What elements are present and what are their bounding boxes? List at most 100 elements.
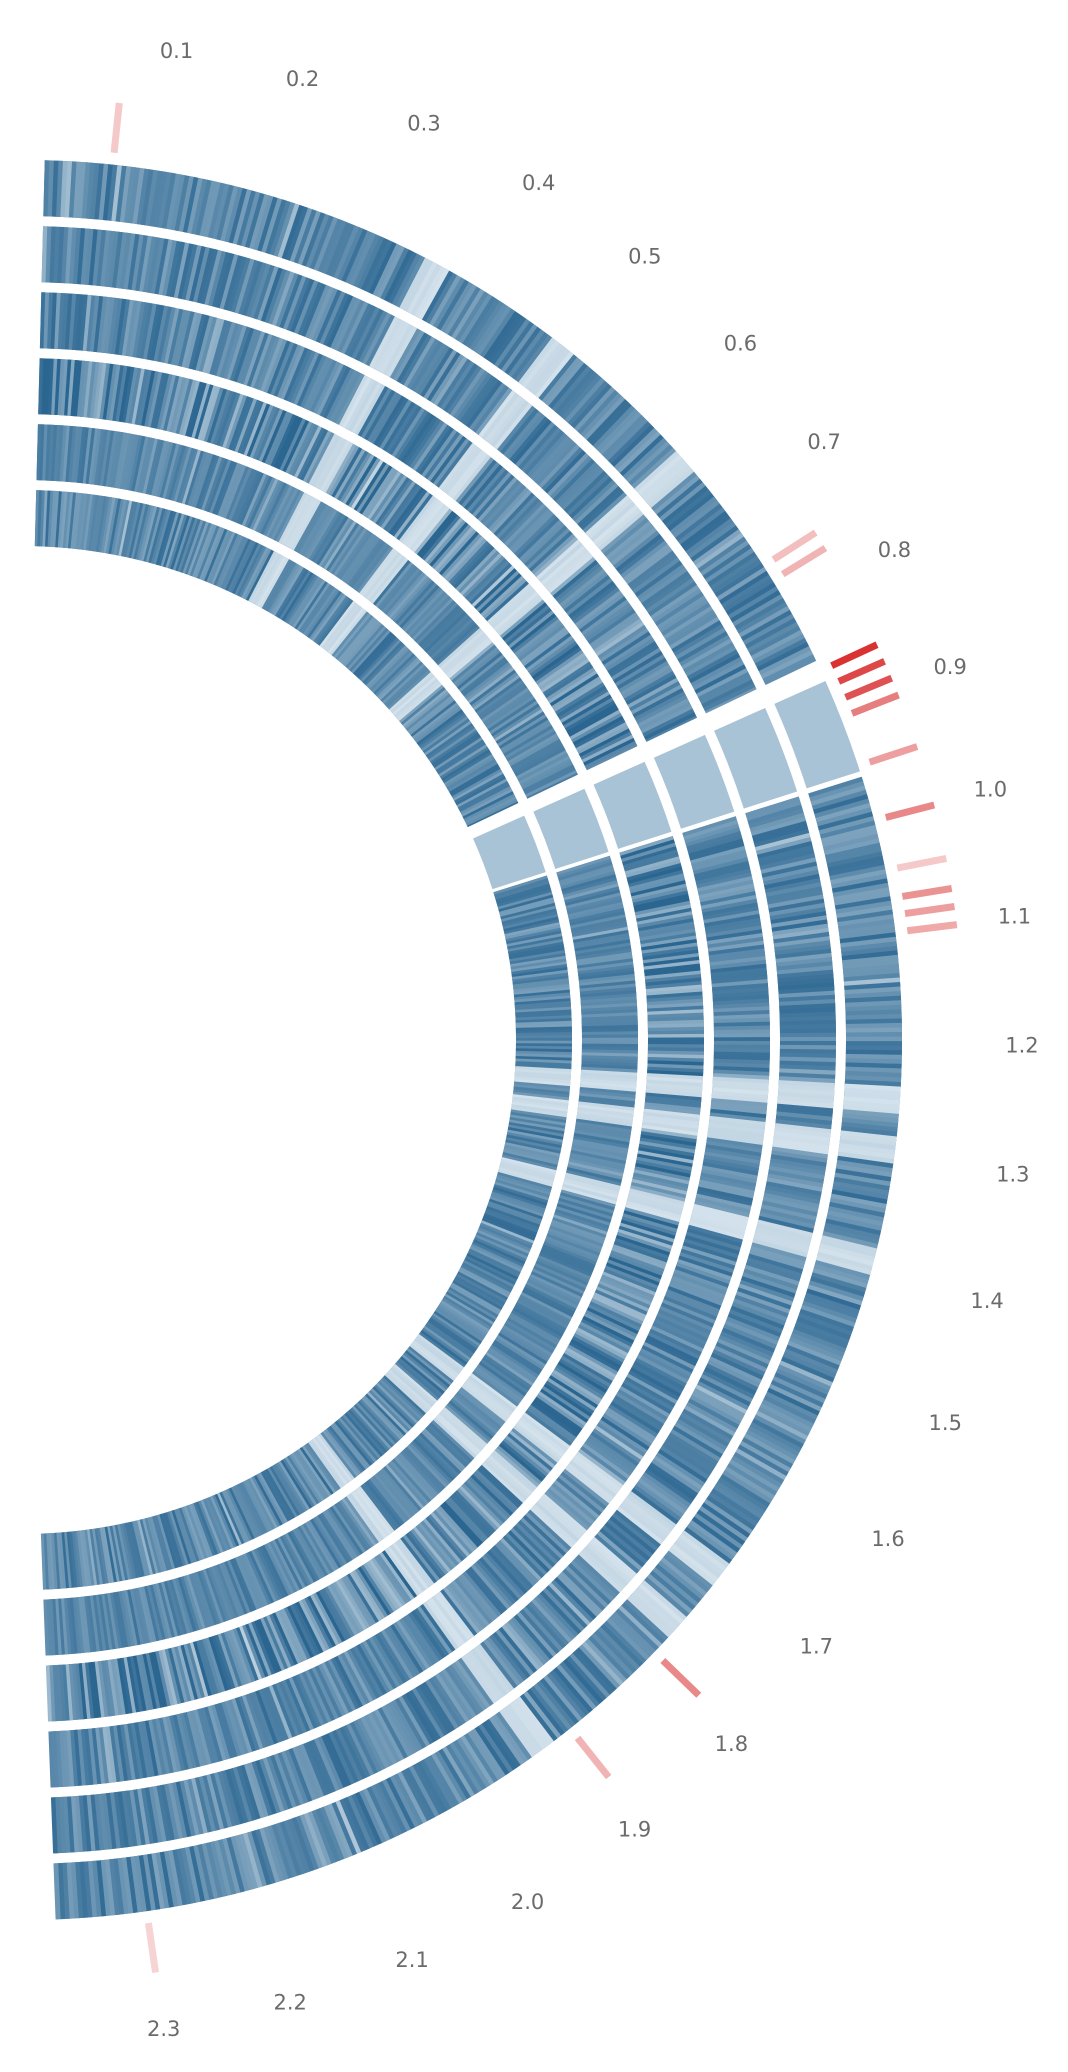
- track-stripe: [585, 1310, 638, 1338]
- track-stripe: [596, 1286, 649, 1313]
- track-stripe: [251, 1476, 281, 1528]
- track-stripe: [114, 298, 127, 355]
- track-stripe: [583, 1545, 629, 1587]
- track-stripe: [629, 876, 686, 894]
- track-stripe: [255, 1473, 286, 1525]
- track-stripe: [511, 1104, 568, 1115]
- track-stripe: [537, 1255, 591, 1280]
- track-stripe: [83, 361, 93, 418]
- track-stripe: [469, 563, 513, 605]
- track-stripe: [360, 1564, 394, 1614]
- track-stripe: [519, 1609, 560, 1655]
- track-stripe: [211, 531, 236, 585]
- track-stripe: [513, 986, 570, 996]
- track-stripe: [140, 1787, 155, 1844]
- track-stripe: [774, 1123, 832, 1134]
- track-stripe: [240, 400, 264, 455]
- track-stripe: [586, 1437, 635, 1473]
- track-stripe: [483, 1460, 528, 1501]
- track-stripe: [501, 1157, 557, 1174]
- track-stripe: [392, 676, 437, 716]
- track-stripe: [227, 539, 254, 593]
- track-stripe: [775, 1368, 830, 1396]
- track-stripe: [802, 1300, 857, 1324]
- track-stripe: [383, 665, 428, 706]
- track-stripe: [233, 1485, 260, 1538]
- track-stripe: [404, 1691, 438, 1743]
- track-stripe: [175, 1713, 193, 1770]
- track-stripe: [230, 1486, 258, 1539]
- track-stripe: [530, 1271, 584, 1298]
- track-stripe: [845, 1045, 902, 1051]
- track-stripe: [349, 540, 386, 589]
- track-stripe: [230, 257, 251, 313]
- track-stripe: [384, 1373, 428, 1414]
- track-stripe: [334, 1503, 369, 1552]
- track-stripe: [595, 621, 645, 657]
- track-stripe: [169, 1579, 188, 1635]
- track-stripe: [756, 1223, 812, 1242]
- track-stripe: [351, 307, 381, 360]
- track-stripe: [506, 1134, 562, 1149]
- track-stripe: [303, 1812, 328, 1868]
- track-stripe: [225, 466, 250, 520]
- track-stripe: [283, 573, 317, 623]
- track-stripe: [189, 1710, 208, 1766]
- track-stripe: [699, 1175, 756, 1192]
- track-stripe: [627, 677, 679, 709]
- track-stripe: [331, 611, 370, 657]
- track-stripe: [637, 454, 683, 496]
- track-stripe: [402, 1534, 440, 1582]
- track-stripe: [657, 1309, 712, 1335]
- track-stripe: [592, 405, 636, 450]
- track-stripe: [764, 658, 817, 685]
- track-stripe: [212, 183, 230, 240]
- track-stripe: [312, 1517, 345, 1567]
- track-stripe: [568, 706, 619, 738]
- track-stripe: [514, 334, 553, 383]
- track-stripe: [492, 1450, 538, 1491]
- track-stripe: [712, 1087, 769, 1096]
- track-stripe: [501, 908, 557, 925]
- track-stripe: [171, 1849, 188, 1906]
- track-stripe: [735, 1290, 791, 1314]
- track-stripe: [584, 741, 637, 769]
- track-stripe: [501, 1154, 558, 1171]
- track-stripe: [704, 913, 761, 928]
- track-stripe: [128, 435, 143, 491]
- track-stripe: [527, 1278, 580, 1307]
- track-stripe: [242, 1553, 269, 1607]
- track-stripe: [317, 438, 348, 490]
- track-stripe: [362, 1640, 394, 1692]
- track-stripe: [634, 691, 686, 722]
- track-stripe: [704, 917, 761, 931]
- track-stripe: [606, 1617, 650, 1661]
- track-stripe: [102, 164, 114, 221]
- track-stripe: [560, 1189, 616, 1208]
- track-stripe: [324, 1733, 352, 1787]
- track-stripe: [493, 1184, 549, 1204]
- track-stripe: [314, 437, 345, 489]
- track-stripe: [515, 1020, 572, 1026]
- track-stripe: [305, 1442, 341, 1491]
- track-stripe: [731, 1455, 782, 1489]
- track-stripe: [150, 509, 169, 564]
- track-stripe: [268, 486, 296, 539]
- track-stripe: [536, 1257, 590, 1283]
- track-stripe: [689, 1217, 745, 1237]
- track-stripe: [246, 403, 271, 458]
- track-stripe: [675, 627, 727, 660]
- track-stripe: [708, 1356, 762, 1384]
- track-stripe: [407, 695, 453, 734]
- track-stripe: [137, 437, 152, 493]
- track-stripe: [529, 1686, 569, 1734]
- track-stripe: [628, 869, 684, 888]
- track-stripe: [160, 512, 180, 567]
- track-stripe: [220, 1701, 242, 1757]
- track-stripe: [528, 1276, 581, 1304]
- track-stripe: [375, 477, 411, 526]
- track-stripe: [778, 1080, 835, 1088]
- track-stripe: [162, 240, 178, 296]
- track-stripe: [301, 506, 333, 557]
- track-stripe: [466, 466, 507, 513]
